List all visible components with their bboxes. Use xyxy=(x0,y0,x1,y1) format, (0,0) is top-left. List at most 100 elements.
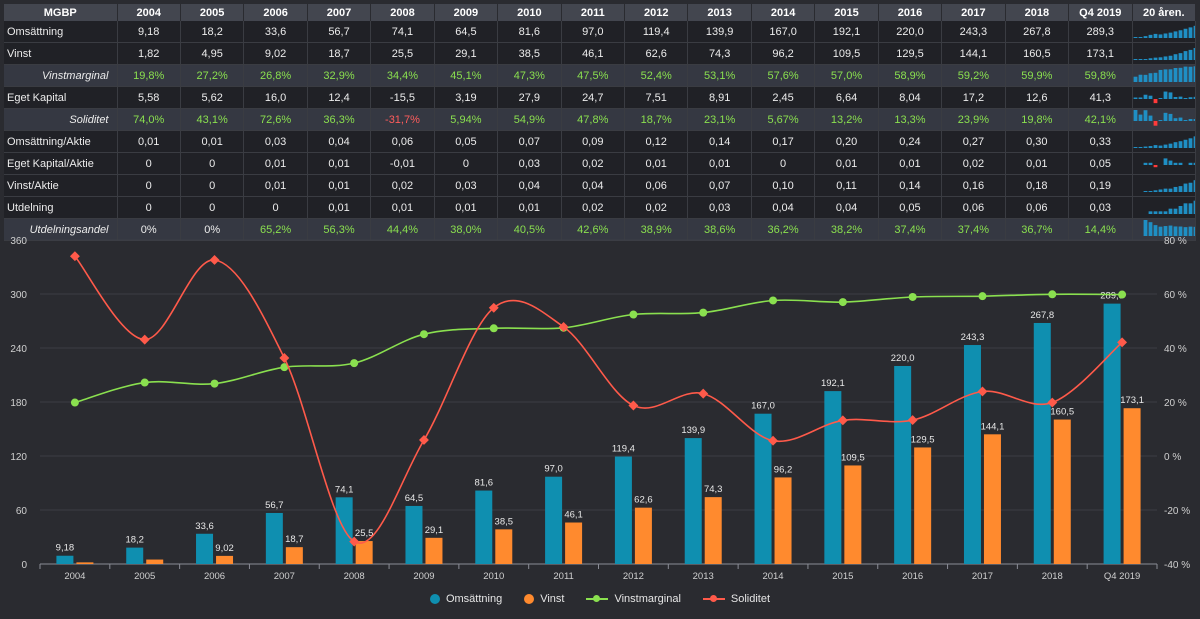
sparkline-bar xyxy=(1193,180,1195,192)
sparkline-bar xyxy=(1158,226,1162,236)
table-row: Eget Kapital 5,58 5,62 16,0 12,4 -15,5 3,19 27,… xyxy=(4,86,1196,109)
sparkline-bar xyxy=(1178,141,1182,148)
bar-omsattning xyxy=(894,366,912,564)
sparkline-bar xyxy=(1173,97,1177,99)
sparkline-bar xyxy=(1133,59,1137,60)
point-soliditet xyxy=(768,435,778,446)
table-cell: 0,01 xyxy=(814,152,879,175)
table-cell: 0,09 xyxy=(561,130,626,153)
point-soliditet xyxy=(1117,337,1128,348)
table-cell: 32,9% xyxy=(307,64,372,87)
sparkline-bar xyxy=(1148,73,1152,82)
bar-value-label: 173,1 xyxy=(1120,395,1144,406)
bar-vinst xyxy=(216,555,234,564)
table-cell: 97,0 xyxy=(561,21,626,43)
table-cell: 65,2% xyxy=(243,218,308,241)
sparkline-bar xyxy=(1143,191,1147,192)
bar-vinst xyxy=(844,465,862,564)
sparkline-bar xyxy=(1173,186,1177,192)
bar-value-label: 167,0 xyxy=(751,401,775,412)
table-header-year: 2015 xyxy=(814,4,879,21)
table-cell: 267,8 xyxy=(1005,21,1070,43)
table-cell: 27,2% xyxy=(180,64,245,87)
table-cell: 0 xyxy=(434,152,499,175)
table-cell: 0,03 xyxy=(687,196,752,219)
sparkline-bar xyxy=(1168,208,1172,214)
bar-vinst xyxy=(146,559,164,564)
sparkline-bar xyxy=(1143,220,1147,236)
sparkline-bar xyxy=(1153,225,1157,236)
bar-vinst xyxy=(76,562,94,564)
table-cell: 8,04 xyxy=(878,86,943,109)
table-cell: 0,06 xyxy=(941,196,1006,219)
table-cell: 64,5 xyxy=(434,21,499,43)
point-vinstmarginal xyxy=(699,308,708,317)
table-cell: 0,14 xyxy=(687,130,752,153)
bar-value-label: 97,0 xyxy=(544,464,563,475)
sparkline-bar xyxy=(1163,144,1167,148)
legend-item-soliditet[interactable]: Soliditet xyxy=(702,593,770,605)
legend-label: Omsättning xyxy=(445,593,503,605)
table-cell: 192,1 xyxy=(814,21,879,43)
table-cell: 0,03 xyxy=(1068,196,1133,219)
table-cell: 42,1% xyxy=(1068,108,1133,131)
table-header-year: 2018 xyxy=(1005,4,1070,21)
sparkline-bar xyxy=(1173,226,1177,236)
table-cell: 173,1 xyxy=(1068,42,1133,65)
bar-value-label: 267,8 xyxy=(1030,310,1054,321)
table-cell: 4,95 xyxy=(180,42,245,65)
table-cell: 0,02 xyxy=(624,196,689,219)
bar-value-label: 25,5 xyxy=(355,528,374,539)
table-cell: 0,17 xyxy=(751,130,816,153)
sparkline-bar xyxy=(1133,110,1137,121)
sparkline-bar xyxy=(1153,190,1157,192)
sparkline-bar xyxy=(1143,162,1147,165)
point-soliditet xyxy=(558,321,569,332)
sparkline-bar xyxy=(1163,33,1167,38)
point-vinstmarginal xyxy=(419,330,428,339)
sparkline xyxy=(1143,220,1195,236)
table-cell: 47,3% xyxy=(497,64,562,87)
sparkline-bar xyxy=(1143,36,1147,38)
table-cell: 56,7 xyxy=(307,21,372,43)
sparkline-bar xyxy=(1153,121,1157,126)
table-header-year: 2009 xyxy=(434,4,499,21)
table-cell: 81,6 xyxy=(497,21,562,43)
bar-omsattning xyxy=(196,533,214,564)
sparkline-bar xyxy=(1168,143,1172,148)
table-cell: 5,94% xyxy=(434,108,499,131)
table-cell: 24,7 xyxy=(561,86,626,109)
bar-vinst xyxy=(565,522,583,564)
table-cell: 0,01 xyxy=(180,130,245,153)
x-axis-tick-label: 2014 xyxy=(762,571,783,582)
table-cell: 47,8% xyxy=(561,108,626,131)
sparkline-bar xyxy=(1193,200,1195,214)
legend-item-omsattning[interactable]: Omsättning xyxy=(429,593,503,605)
table-header-year: 2016 xyxy=(878,4,943,21)
sparkline-cell xyxy=(1132,108,1196,131)
sparkline-cell xyxy=(1132,42,1196,65)
table-cell: 160,5 xyxy=(1005,42,1070,65)
table-cell: 0,02 xyxy=(561,196,626,219)
table-cell: 129,5 xyxy=(878,42,943,65)
table-cell: 139,9 xyxy=(687,21,752,43)
table-cell: 62,6 xyxy=(624,42,689,65)
table-cell: 59,9% xyxy=(1005,64,1070,87)
table-row: Eget Kapital/Aktie 0 0 0,01 0,01 -0,01 0 0,03 0,… xyxy=(4,152,1196,175)
y-axis-tick-label: 180 xyxy=(10,398,27,409)
table-cell: 16,0 xyxy=(243,86,308,109)
point-soliditet xyxy=(139,334,150,345)
sparkline-bar xyxy=(1173,54,1177,60)
table-cell: 57,6% xyxy=(751,64,816,87)
sparkline-bar xyxy=(1143,74,1147,82)
legend-item-vinst[interactable]: Vinst xyxy=(524,593,564,605)
table-cell: 18,2 xyxy=(180,21,245,43)
legend-item-vinstmarginal[interactable]: Vinstmarginal xyxy=(586,593,681,605)
table-cell: 38,6% xyxy=(687,218,752,241)
table-cell: 14,4% xyxy=(1068,218,1133,241)
table-cell: 0,03 xyxy=(243,130,308,153)
table-cell: 0,01 xyxy=(370,196,435,219)
y-axis-tick-label: 240 xyxy=(10,344,27,355)
sparkline-bar xyxy=(1143,146,1147,148)
table-cell: 0,33 xyxy=(1068,130,1133,153)
